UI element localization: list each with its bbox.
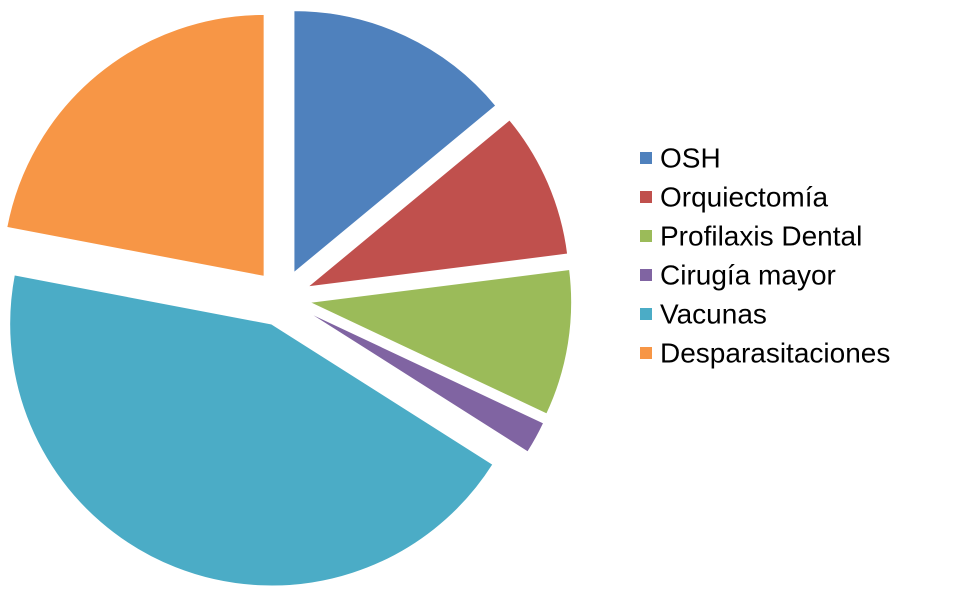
pie-slice [307,268,573,415]
pie-slice [306,119,569,288]
legend-label: Orquiectomía [660,181,828,212]
legend-label: Profilaxis Dental [660,220,862,251]
legend-swatch [640,308,652,320]
legend-label: Desparasitaciones [660,337,890,368]
legend-swatch [640,191,652,203]
pie-slice [6,13,265,278]
legend-swatch [640,152,652,164]
legend-swatch [640,347,652,359]
pie-slice [306,311,545,453]
legend-swatch [640,230,652,242]
legend-label: Vacunas [660,298,767,329]
legend-swatch [640,269,652,281]
legend-label: OSH [660,142,721,173]
pie-slice [293,10,497,274]
legend-label: Cirugía mayor [660,259,836,290]
pie-slice [9,274,494,587]
